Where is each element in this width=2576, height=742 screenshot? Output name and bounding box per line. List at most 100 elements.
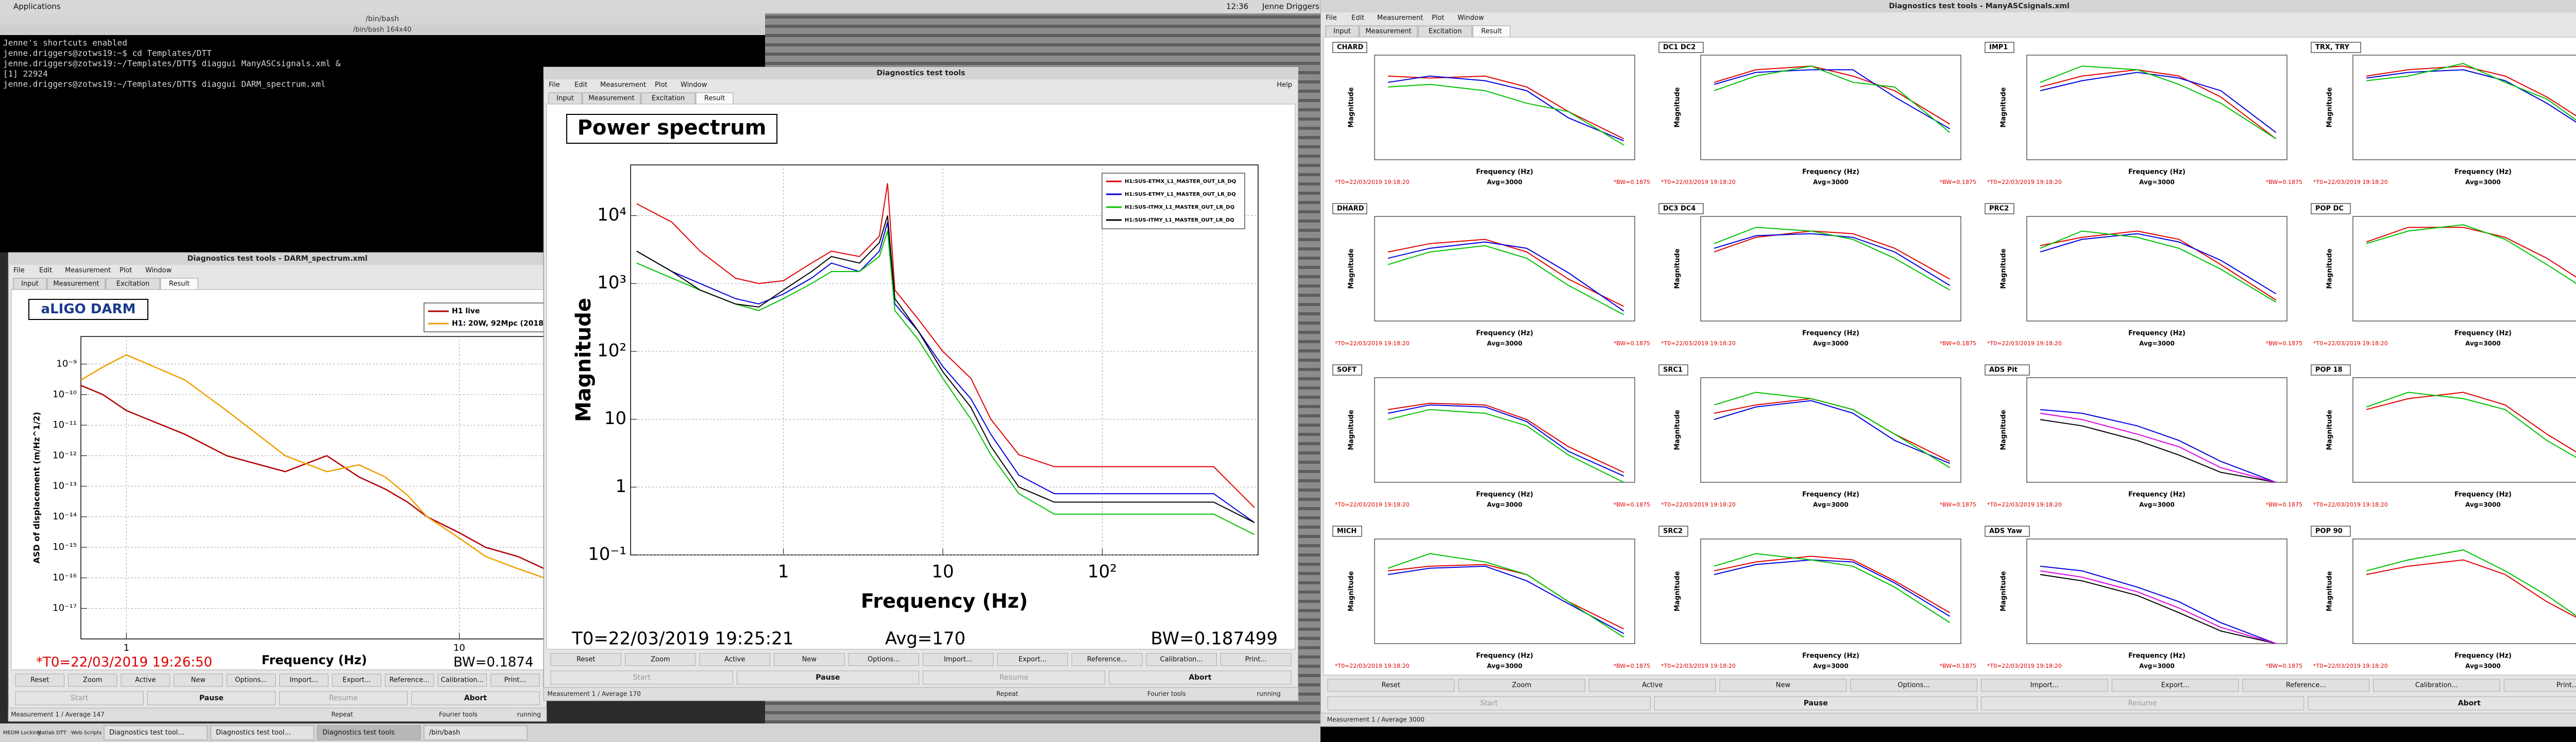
button[interactable] xyxy=(699,653,770,666)
button[interactable] xyxy=(550,653,621,666)
control-label[interactable]: Resume xyxy=(999,673,1028,682)
spectrum-line xyxy=(636,230,1255,535)
menu-item[interactable]: Window xyxy=(145,267,172,275)
menu-item[interactable]: Measurement xyxy=(65,267,111,275)
menu-item[interactable]: File xyxy=(13,267,25,275)
button[interactable] xyxy=(385,673,434,687)
menu-item[interactable]: Edit xyxy=(39,267,52,275)
button[interactable] xyxy=(1072,653,1143,666)
control-label[interactable]: Start xyxy=(71,694,89,702)
panel-curve xyxy=(1387,75,1624,142)
task-button[interactable] xyxy=(317,725,421,740)
user-name[interactable]: Jenne Driggers xyxy=(1262,2,1319,11)
button[interactable] xyxy=(68,673,117,687)
control-button[interactable] xyxy=(923,670,1106,685)
plot-footer: BW=0.187499 xyxy=(1151,629,1278,649)
panel-title: SRC2 xyxy=(1663,528,1683,535)
control-label[interactable]: Resume xyxy=(329,694,358,702)
launcher[interactable]: MEDM Locking xyxy=(3,730,41,736)
menu-item[interactable]: Measurement xyxy=(1377,14,1423,22)
control-button[interactable] xyxy=(15,691,144,705)
task-button[interactable] xyxy=(210,725,314,740)
applications-menu[interactable]: Applications xyxy=(13,2,61,11)
control-button[interactable] xyxy=(1327,696,1651,711)
button[interactable] xyxy=(279,673,329,687)
control-button[interactable] xyxy=(1109,670,1292,685)
button[interactable] xyxy=(226,673,276,687)
button[interactable] xyxy=(1588,679,1716,692)
button[interactable] xyxy=(1221,653,1292,666)
panel-y-label: Magnitude xyxy=(2000,87,2008,128)
status-bar xyxy=(8,707,547,722)
button[interactable] xyxy=(1719,679,1847,692)
menu-item[interactable]: Plot xyxy=(655,81,668,89)
button-label: Options... xyxy=(1897,682,1930,689)
control-label[interactable]: Pause xyxy=(199,694,224,702)
panel-t0: *T0=22/03/2019 19:18:20 xyxy=(1987,179,2062,185)
control-label[interactable]: Abort xyxy=(2458,699,2481,707)
button[interactable] xyxy=(997,653,1068,666)
button[interactable] xyxy=(2503,679,2576,692)
control-label[interactable]: Start xyxy=(633,673,651,682)
menu-item[interactable]: Plot xyxy=(1432,14,1445,22)
button-label: Reset xyxy=(577,656,595,664)
control-button[interactable] xyxy=(279,691,408,705)
menu-item[interactable]: Window xyxy=(1458,14,1484,22)
button[interactable] xyxy=(437,673,487,687)
button[interactable] xyxy=(625,653,696,666)
plot-title-box xyxy=(566,114,777,144)
task-button[interactable] xyxy=(104,725,208,740)
panel-x-label: Frequency (Hz) xyxy=(1476,652,1533,660)
panel-plot-area xyxy=(2352,55,2576,160)
button[interactable] xyxy=(1458,679,1585,692)
control-button[interactable] xyxy=(1654,696,1977,711)
y-tick-label: 10⁴ xyxy=(597,205,626,225)
control-label[interactable]: Pause xyxy=(1804,699,1828,707)
menu-item[interactable]: Window xyxy=(681,81,707,89)
button[interactable] xyxy=(174,673,223,687)
button[interactable] xyxy=(2373,679,2500,692)
launcher[interactable]: Web Scripts xyxy=(71,730,101,736)
button[interactable] xyxy=(848,653,919,666)
control-button[interactable] xyxy=(147,691,276,705)
menu-item[interactable]: Plot xyxy=(120,267,132,275)
button[interactable] xyxy=(1981,679,2108,692)
control-label[interactable]: Pause xyxy=(816,673,840,682)
task-button[interactable] xyxy=(423,725,528,740)
y-tick-label: 10⁻¹ xyxy=(588,544,626,565)
menu-help[interactable]: Help xyxy=(1277,81,1292,89)
control-button[interactable] xyxy=(411,691,540,705)
button[interactable] xyxy=(2111,679,2239,692)
control-button[interactable] xyxy=(550,670,733,685)
button[interactable] xyxy=(774,653,845,666)
button[interactable] xyxy=(2242,679,2370,692)
control-button[interactable] xyxy=(2308,696,2576,711)
panel-x-label: Frequency (Hz) xyxy=(1476,330,1533,338)
launcher[interactable]: Matlab DTT xyxy=(37,730,67,736)
menu-item[interactable]: Measurement xyxy=(600,81,646,89)
control-button[interactable] xyxy=(1981,696,2304,711)
control-label[interactable]: Start xyxy=(1480,699,1498,707)
button[interactable] xyxy=(1146,653,1217,666)
button[interactable] xyxy=(490,673,540,687)
y-axis-label: ASD of displacement (m/Hz^1/2) xyxy=(32,412,42,563)
panel-curve xyxy=(1387,404,1624,477)
button[interactable] xyxy=(121,673,170,687)
menu-item[interactable]: Edit xyxy=(574,81,587,89)
control-button[interactable] xyxy=(736,670,919,685)
y-tick-label: 10³ xyxy=(597,273,626,293)
button[interactable] xyxy=(15,673,64,687)
menu-item[interactable]: File xyxy=(1326,14,1337,22)
button[interactable] xyxy=(332,673,381,687)
panel-curve xyxy=(2040,65,2277,140)
panel-title-box xyxy=(1985,526,2030,537)
menu-item[interactable]: File xyxy=(549,81,560,89)
menu-item[interactable]: Edit xyxy=(1351,14,1364,22)
button[interactable] xyxy=(923,653,994,666)
button[interactable] xyxy=(1850,679,1978,692)
control-label[interactable]: Resume xyxy=(2128,699,2157,707)
control-label[interactable]: Abort xyxy=(464,694,487,702)
control-label[interactable]: Abort xyxy=(1189,673,1211,682)
button[interactable] xyxy=(1327,679,1455,692)
y-tick-label: 10⁻¹³ xyxy=(53,481,77,492)
